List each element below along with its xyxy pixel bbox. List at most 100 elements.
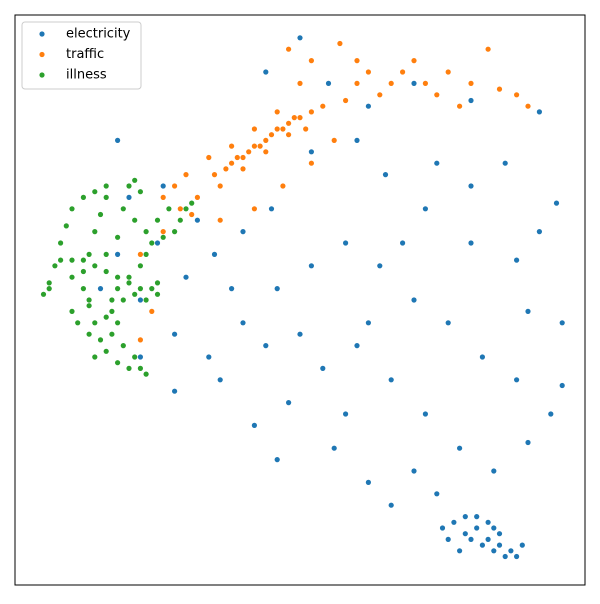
point	[172, 388, 178, 394]
point	[559, 382, 565, 389]
point	[177, 206, 183, 212]
point	[166, 206, 172, 212]
point	[439, 525, 446, 531]
legend-label: traffic	[66, 47, 104, 62]
point	[194, 217, 200, 223]
point	[154, 217, 161, 223]
point	[337, 40, 343, 47]
point	[75, 320, 81, 326]
point	[462, 531, 468, 537]
point	[514, 377, 520, 383]
point	[286, 120, 292, 126]
point	[240, 154, 246, 161]
point	[491, 525, 497, 531]
point	[280, 183, 286, 189]
point	[525, 103, 531, 109]
point	[263, 149, 269, 155]
point	[502, 553, 508, 560]
point	[468, 80, 474, 86]
point	[97, 337, 104, 343]
point	[120, 297, 126, 303]
point	[514, 257, 520, 263]
point	[491, 468, 497, 474]
point	[496, 542, 503, 548]
point	[485, 519, 491, 525]
point	[297, 115, 303, 121]
point	[149, 240, 155, 246]
point	[303, 126, 309, 132]
point	[382, 172, 389, 178]
point	[451, 519, 457, 525]
point	[132, 354, 138, 360]
point	[160, 194, 166, 200]
point	[80, 257, 86, 263]
point	[183, 206, 189, 212]
point	[92, 320, 98, 326]
point	[422, 411, 428, 417]
point	[69, 257, 75, 263]
point	[251, 143, 257, 149]
point	[143, 229, 149, 235]
point	[457, 445, 463, 451]
point	[354, 80, 360, 86]
point	[126, 365, 132, 371]
point	[514, 92, 520, 98]
point	[80, 268, 86, 275]
point	[297, 35, 303, 41]
point	[263, 69, 269, 75]
point	[103, 251, 109, 257]
point	[400, 240, 406, 246]
point	[109, 331, 115, 337]
point	[229, 143, 235, 149]
point	[211, 251, 218, 257]
point	[92, 229, 98, 235]
point	[559, 320, 565, 326]
point	[240, 320, 246, 326]
point	[189, 211, 195, 218]
point	[217, 377, 223, 383]
point	[365, 320, 371, 326]
point	[377, 92, 383, 98]
point	[86, 331, 92, 337]
point	[485, 536, 491, 543]
point	[274, 286, 280, 292]
point	[354, 58, 360, 64]
point	[143, 297, 149, 303]
point	[297, 331, 303, 337]
point	[468, 536, 474, 543]
point	[308, 109, 314, 115]
point	[86, 251, 92, 257]
point	[496, 531, 503, 537]
point	[217, 217, 223, 223]
point	[40, 291, 47, 297]
point	[137, 354, 143, 360]
legend-box	[21, 21, 142, 90]
point	[485, 46, 491, 52]
point	[411, 58, 417, 64]
point	[422, 80, 428, 86]
point	[86, 303, 92, 309]
point	[143, 251, 149, 257]
point	[343, 240, 349, 246]
legend-marker	[39, 51, 45, 58]
point	[354, 137, 360, 143]
point	[132, 217, 138, 223]
point	[411, 80, 417, 86]
point	[553, 200, 560, 206]
point	[132, 291, 138, 297]
point	[137, 251, 143, 257]
point	[422, 206, 428, 212]
point	[69, 206, 75, 212]
point	[274, 457, 280, 463]
point	[257, 143, 263, 149]
legend-marker	[39, 72, 45, 78]
point	[251, 206, 257, 212]
point	[115, 251, 121, 257]
legend-marker	[39, 31, 45, 37]
point	[308, 263, 314, 269]
point	[320, 103, 326, 109]
point	[189, 200, 195, 206]
point	[286, 46, 292, 52]
point	[240, 166, 246, 172]
